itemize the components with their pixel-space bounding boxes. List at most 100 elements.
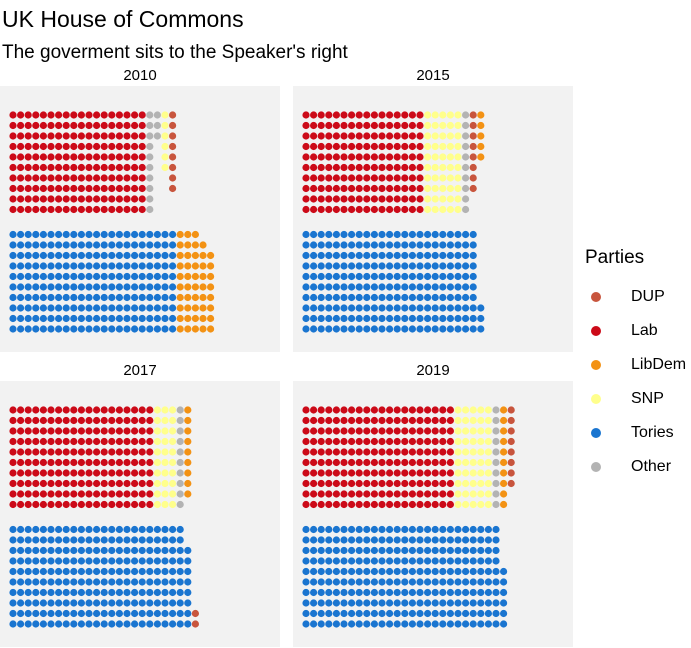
seat-dot-lab bbox=[32, 132, 40, 140]
seat-dot-lab bbox=[32, 479, 40, 488]
seat-dot-lab bbox=[70, 490, 78, 498]
seat-dot-tories bbox=[70, 230, 78, 239]
seat-dot-lab bbox=[39, 448, 48, 456]
seat-dot-lab bbox=[363, 132, 371, 140]
seat-dot-lab bbox=[39, 469, 48, 477]
seat-dot-snp bbox=[484, 469, 492, 477]
seat-dot-tories bbox=[416, 251, 424, 260]
seat-dot-tories bbox=[146, 525, 154, 534]
seat-dot-tories bbox=[416, 272, 424, 281]
seat-dot-tories bbox=[115, 262, 123, 270]
seat-dot-tories bbox=[47, 525, 55, 534]
seat-dot-lab bbox=[386, 469, 394, 477]
seat-dot-tories bbox=[115, 230, 123, 239]
seat-dot-lab bbox=[24, 479, 32, 488]
seat-dot-lab bbox=[317, 174, 325, 182]
seat-dot-snp bbox=[446, 132, 454, 140]
seat-dot-lab bbox=[138, 469, 146, 477]
seat-dot-lab bbox=[363, 448, 371, 456]
seat-dot-lab bbox=[393, 490, 401, 498]
seat-dot-lab bbox=[386, 132, 394, 140]
seat-dot-lab bbox=[340, 479, 348, 488]
seat-dot-lab bbox=[416, 416, 424, 425]
seat-dot-lab bbox=[131, 174, 139, 182]
seat-dot-lab bbox=[378, 500, 386, 509]
seat-dot-tories bbox=[138, 588, 146, 597]
seat-dot-lab bbox=[47, 416, 55, 425]
seat-dot-tories bbox=[332, 283, 340, 291]
seat-dot-tories bbox=[355, 567, 363, 576]
seat-dot-tories bbox=[424, 567, 432, 576]
seat-dot-lab bbox=[100, 500, 108, 509]
seat-dot-tories bbox=[302, 241, 310, 249]
seat-dot-lab bbox=[131, 448, 139, 456]
seat-dot-tories bbox=[108, 293, 116, 302]
seat-dot-lab bbox=[131, 469, 139, 477]
seat-dot-snp bbox=[439, 153, 447, 161]
seat-dot-lab bbox=[348, 458, 356, 467]
seat-dot-snp bbox=[477, 458, 485, 467]
seat-dot-lab bbox=[138, 448, 146, 456]
seat-dot-snp bbox=[454, 416, 462, 425]
seat-dot-lab bbox=[100, 469, 108, 477]
seat-dot-lab bbox=[310, 500, 318, 509]
seat-dot-tories bbox=[184, 588, 192, 597]
seat-dot-tories bbox=[431, 567, 439, 576]
seat-dot-lab bbox=[39, 163, 48, 172]
seat-dot-tories bbox=[100, 567, 108, 576]
seat-dot-lab bbox=[138, 427, 146, 435]
seat-dot-lab bbox=[310, 184, 318, 193]
seat-dot-tories bbox=[70, 525, 78, 534]
seat-dot-lab bbox=[408, 469, 416, 477]
seat-dot-snp bbox=[169, 458, 177, 467]
seat-dot-tories bbox=[416, 525, 424, 534]
seat-dot-tories bbox=[77, 325, 85, 333]
seat-dot-other bbox=[176, 427, 184, 435]
seat-dot-tories bbox=[363, 557, 371, 565]
seat-dot-tories bbox=[355, 588, 363, 597]
seat-dot-dup bbox=[169, 121, 177, 130]
seat-dot-lab bbox=[348, 427, 356, 435]
seat-dot-lab bbox=[70, 448, 78, 456]
seat-dot-lab bbox=[393, 132, 401, 140]
seat-dot-tories bbox=[100, 272, 108, 281]
seat-dot-lab bbox=[317, 111, 325, 119]
seat-dot-lab bbox=[24, 111, 32, 119]
seat-dot-lab bbox=[424, 448, 432, 456]
seat-dot-lab bbox=[93, 500, 101, 509]
seat-dot-tories bbox=[17, 272, 25, 281]
seat-dot-lab bbox=[446, 427, 454, 435]
seat-dot-tories bbox=[32, 536, 40, 544]
seat-dot-tories bbox=[431, 304, 439, 312]
seat-dot-tories bbox=[9, 525, 17, 534]
seat-dot-lab bbox=[325, 479, 333, 488]
seat-dot-lab bbox=[332, 142, 340, 151]
seat-dot-lab bbox=[108, 469, 116, 477]
seat-dot-tories bbox=[93, 546, 101, 555]
seat-dot-libdem bbox=[500, 479, 508, 488]
seat-dot-lab bbox=[325, 469, 333, 477]
seat-dot-lab bbox=[47, 195, 55, 203]
seat-dot-tories bbox=[24, 609, 32, 618]
seat-dot-tories bbox=[393, 251, 401, 260]
seat-dot-lab bbox=[77, 174, 85, 182]
seat-dot-tories bbox=[123, 620, 131, 628]
seat-dot-tories bbox=[325, 536, 333, 544]
seat-dot-libdem bbox=[176, 283, 184, 291]
seat-dot-libdem bbox=[184, 304, 192, 312]
seat-dot-tories bbox=[462, 314, 470, 323]
seat-dot-tories bbox=[153, 262, 161, 270]
seat-dot-lab bbox=[32, 153, 40, 161]
seat-dot-snp bbox=[439, 205, 447, 214]
seat-dot-snp bbox=[424, 184, 432, 193]
seat-dot-tories bbox=[39, 546, 48, 555]
seat-dot-tories bbox=[108, 588, 116, 597]
seat-dot-tories bbox=[39, 314, 48, 323]
seat-dot-snp bbox=[454, 174, 462, 182]
seat-dot-lab bbox=[355, 406, 363, 414]
seat-dot-tories bbox=[469, 304, 477, 312]
seat-dot-tories bbox=[393, 325, 401, 333]
seat-dot-lab bbox=[378, 416, 386, 425]
seat-dot-tories bbox=[370, 241, 378, 249]
seat-dot-lab bbox=[325, 184, 333, 193]
